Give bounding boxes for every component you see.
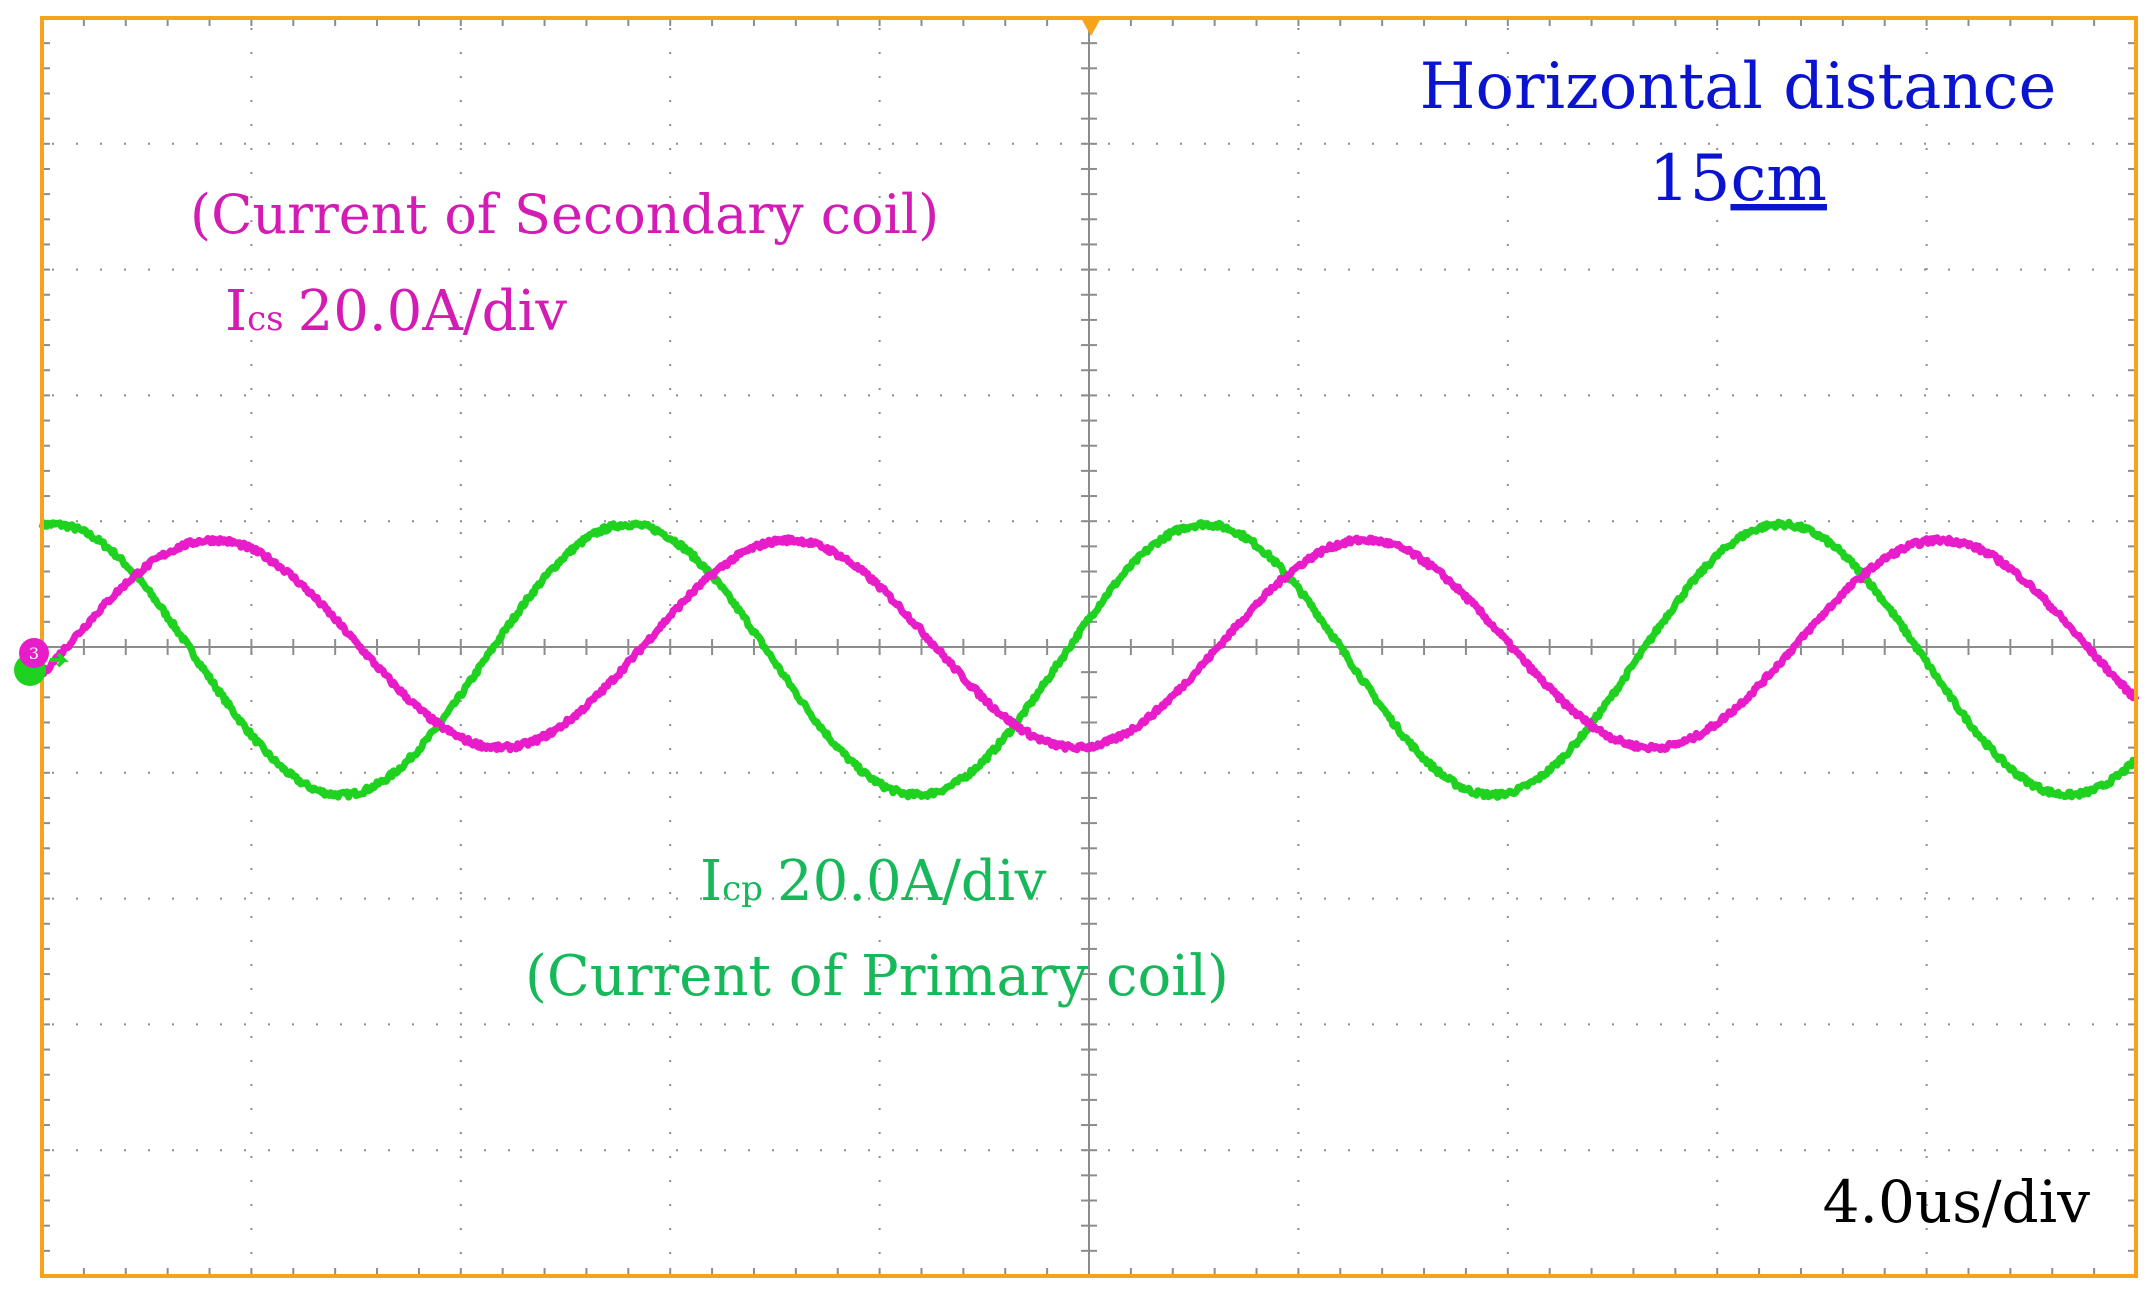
channel-marker-label: 3 xyxy=(29,644,39,663)
secondary-scale-label: Ics 20.0A/div xyxy=(225,279,567,344)
secondary-description: (Current of Secondary coil) xyxy=(190,183,939,246)
trigger-position-marker xyxy=(1081,18,1101,36)
channel-ground-marker: 3 xyxy=(14,638,69,686)
distance-title: Horizontal distance xyxy=(1420,50,2057,124)
channel-marker-arrow xyxy=(50,652,69,668)
secondary-symbol: I xyxy=(225,279,247,344)
primary-scale: 20.0A/div xyxy=(777,849,1047,914)
distance-number: 15 xyxy=(1649,142,1730,216)
channel-marker-secondary xyxy=(19,638,49,668)
waveform-traces xyxy=(38,518,2140,801)
timebase-label: 4.0us/div xyxy=(1823,1168,2091,1236)
distance-value: 15cm xyxy=(1649,142,1827,216)
waveform-icp xyxy=(38,518,2139,801)
primary-description: (Current of Primary coil) xyxy=(525,944,1229,1009)
primary-scale-label: Icp 20.0A/div xyxy=(700,849,1047,914)
secondary-subscript: cs xyxy=(247,299,284,339)
primary-symbol: I xyxy=(700,849,722,914)
waveform-ics xyxy=(40,534,2140,754)
primary-subscript: cp xyxy=(722,869,763,909)
distance-unit: cm xyxy=(1730,142,1827,216)
secondary-scale: 20.0A/div xyxy=(298,279,568,344)
